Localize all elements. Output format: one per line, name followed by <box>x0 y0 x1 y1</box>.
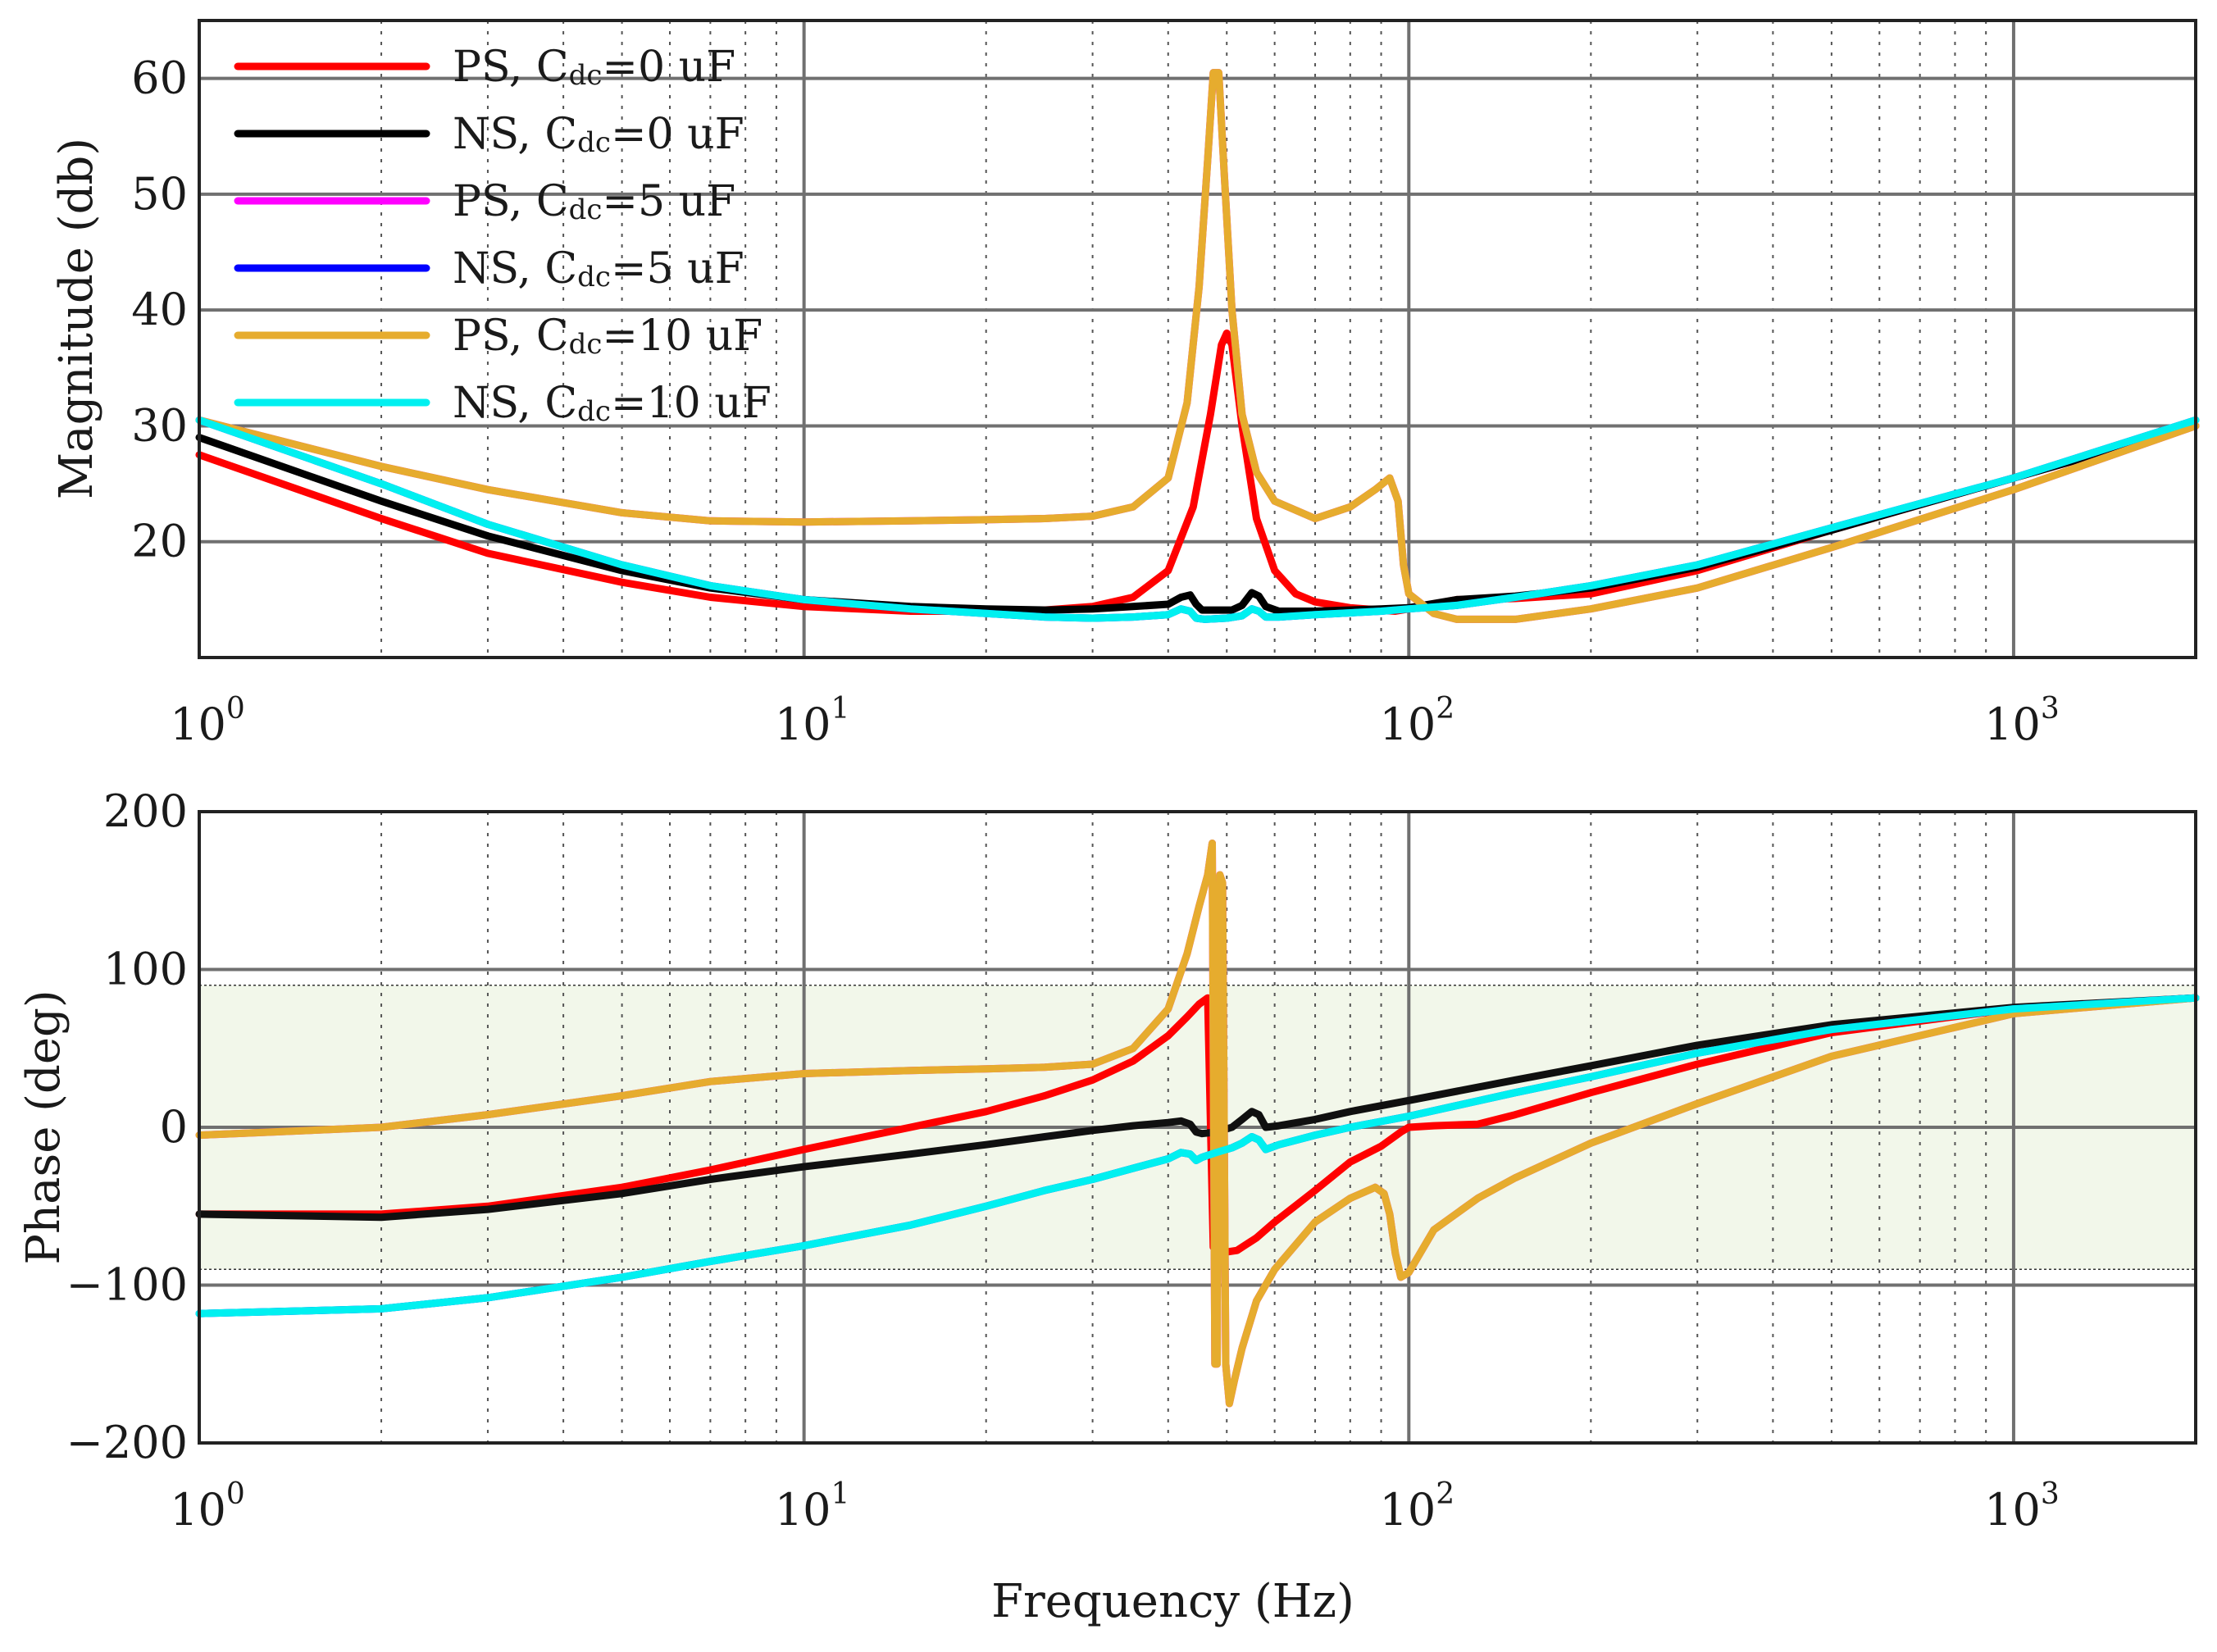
magnitude-y-axis-label: Magnitude (db) <box>50 138 103 499</box>
y-tick-label: −100 <box>66 1259 188 1311</box>
phase-series-group <box>195 840 2200 1408</box>
phase-y-tick-labels: −200 −100 0 100 200 <box>66 785 188 1468</box>
legend-label: NS, Cdc=5 uF <box>453 244 744 294</box>
legend-label: NS, Cdc=10 uF <box>453 379 772 428</box>
legend-label: NS, Cdc=0 uF <box>453 110 744 159</box>
series-line-ns10 <box>195 416 2200 623</box>
x-tick-label: 101 <box>775 1477 850 1536</box>
y-tick-label: 200 <box>103 785 188 837</box>
legend-label: PS, Cdc=0 uF <box>453 43 735 92</box>
phase-panel: −200 −100 0 100 200 100 101 102 103 Phase (deg)… <box>17 785 2200 1628</box>
y-tick-label: 30 <box>131 399 188 451</box>
magnitude-axes-frame <box>198 19 2197 659</box>
x-tick-label: 103 <box>1984 692 2060 750</box>
y-tick-label: 0 <box>160 1101 188 1153</box>
phase-y-axis-label: Phase (deg) <box>17 990 71 1264</box>
series-line-ns10 <box>195 994 2200 1318</box>
x-tick-label: 100 <box>170 692 245 750</box>
x-tick-label: 102 <box>1379 1477 1454 1536</box>
series-line-ps10 <box>195 69 2200 623</box>
x-tick-label: 102 <box>1379 692 1454 750</box>
legend: PS, Cdc=0 uF NS, Cdc=0 uF PS, Cdc=5 uF NS, … <box>234 43 772 428</box>
phase-grid <box>199 812 2197 1443</box>
y-tick-label: −200 <box>66 1417 188 1468</box>
y-tick-label: 100 <box>103 944 188 995</box>
x-tick-label: 101 <box>775 692 850 750</box>
series-line-ps10 <box>195 840 2200 1408</box>
legend-label: PS, Cdc=10 uF <box>453 312 763 361</box>
magnitude-x-tick-labels: 100 101 102 103 <box>170 692 2060 750</box>
y-tick-label: 60 <box>131 52 188 104</box>
y-tick-label: 50 <box>131 168 188 220</box>
y-tick-label: 20 <box>131 516 188 567</box>
phase-axes-frame <box>198 810 2197 1445</box>
y-tick-label: 40 <box>131 284 188 335</box>
x-tick-label: 100 <box>170 1477 245 1536</box>
magnitude-panel: 20 30 40 50 60 100 101 102 103 Magnitude (db) P… <box>50 19 2200 750</box>
phase-x-tick-labels: 100 101 102 103 <box>170 1477 2060 1536</box>
magnitude-series-group <box>195 69 2200 623</box>
series-line-ns0 <box>195 994 2200 1222</box>
x-tick-label: 103 <box>1984 1477 2060 1536</box>
magnitude-y-tick-labels: 20 30 40 50 60 <box>131 52 188 567</box>
legend-label: PS, Cdc=5 uF <box>453 177 735 226</box>
frequency-x-axis-label: Frequency (Hz) <box>991 1575 1354 1628</box>
